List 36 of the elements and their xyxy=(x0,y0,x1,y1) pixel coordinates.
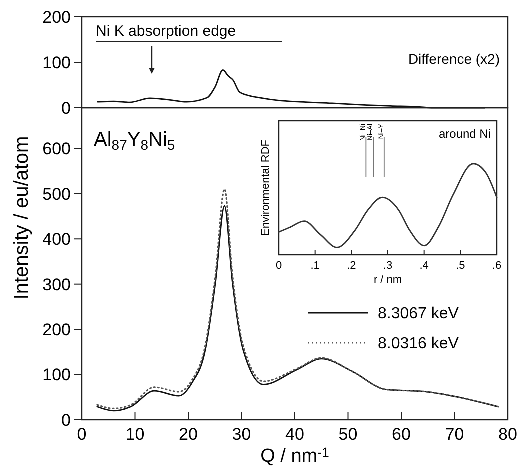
annotation: Ni K absorption edge xyxy=(96,23,236,40)
x-tick-label: 10 xyxy=(126,425,145,444)
y-tick-label: 500 xyxy=(42,184,71,204)
x-tick-label: .4 xyxy=(420,260,429,272)
legend-label: 8.3067 keV xyxy=(378,306,460,323)
x-tick-label: .6 xyxy=(492,260,502,272)
x-tick-label: 30 xyxy=(232,425,252,444)
y-tick-label: 0 xyxy=(62,410,71,430)
x-tick-label: 40 xyxy=(286,425,304,444)
x-tick-label: 60 xyxy=(392,425,411,444)
y-tick-label: 100 xyxy=(42,53,71,72)
y-tick-label: 400 xyxy=(42,230,71,250)
y-tick-label: 600 xyxy=(42,140,71,159)
annotation: Al$_{87}$Y$_{8}$Ni$_{5}$ xyxy=(94,129,176,154)
legend-label: 8.0316 keV xyxy=(378,336,460,353)
y-tick-label: 300 xyxy=(42,275,71,294)
x-tick-label: 70 xyxy=(445,425,464,444)
x-tick-label: .2 xyxy=(347,260,356,272)
x-tick-label: 80 xyxy=(498,425,518,444)
text: Difference (x2) xyxy=(408,51,500,67)
x-tick-label: 50 xyxy=(338,425,358,444)
y-tick-label: 0 xyxy=(62,98,71,118)
y-tick-label: 200 xyxy=(42,8,71,27)
x-tick-label: 20 xyxy=(179,425,198,444)
x-tick-label: .5 xyxy=(456,260,466,272)
y-axis-title: Intensity / eu/atom xyxy=(11,136,33,300)
y-tick-label: 200 xyxy=(42,320,71,340)
x-axis-title: Q / nm$^{-1}$ xyxy=(260,444,330,467)
y-tick-label: 100 xyxy=(42,366,71,385)
x-tick-label: .3 xyxy=(383,260,393,272)
x-axis-title: r / nm xyxy=(374,274,402,286)
x-tick-label: 0 xyxy=(276,260,282,272)
y-axis-title: Environmental RDF xyxy=(260,140,272,236)
x-tick-label: 0 xyxy=(77,425,87,444)
annotation: around Ni xyxy=(438,127,491,141)
x-tick-label: .1 xyxy=(310,260,320,272)
